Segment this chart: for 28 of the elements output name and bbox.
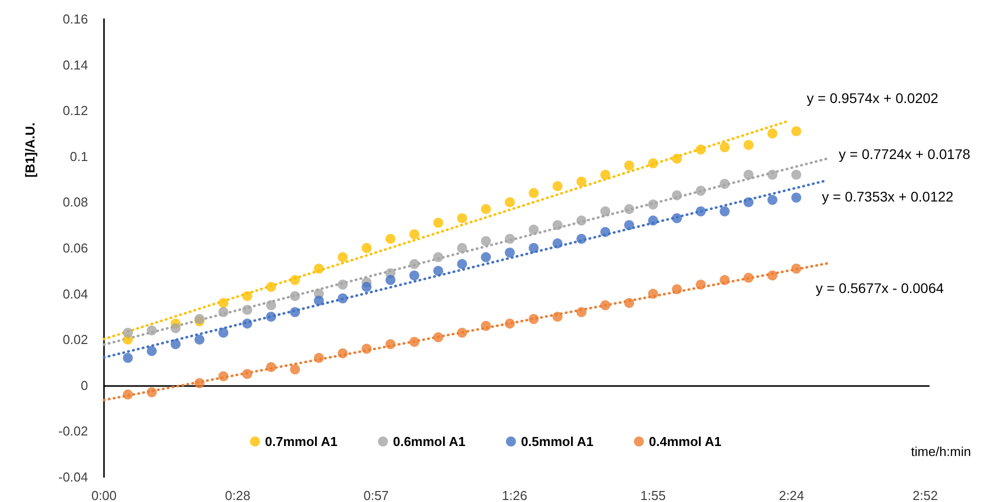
x-tick-label: 1:55 [640, 488, 666, 502]
x-tick-label: 1:26 [502, 488, 528, 502]
x-tick-label: 2:24 [778, 488, 804, 502]
y-tick-label: 0.04 [62, 286, 88, 302]
series-label: y = 0.9574x + 0.0202 [806, 90, 939, 106]
y-tick-label: 0.08 [62, 194, 88, 210]
legend-label: 0.4mmol A1 [648, 434, 722, 449]
y-tick-label: 0 [80, 378, 88, 393]
x-tick-label: 2:52 [912, 488, 938, 502]
legend-label: 0.6mmol A1 [392, 434, 466, 449]
y-tick-label: 0.14 [62, 57, 88, 72]
y-tick-label: 0.16 [62, 12, 88, 26]
series-label: y = 0.7353x + 0.0122 [822, 188, 954, 205]
x-axis-title: time/h:min [911, 444, 972, 459]
x-tick-label: 0:00 [91, 488, 117, 502]
legend-label: 0.7mmol A1 [265, 434, 338, 449]
series-label: y = 0.7724x + 0.0178 [838, 146, 971, 162]
y-tick-label: 0.12 [62, 103, 88, 118]
legend-label: 0.5mmol A1 [520, 434, 594, 449]
x-tick-label: 0:28 [225, 488, 250, 502]
series-label: y = 0.5677x - 0.0064 [816, 280, 944, 296]
y-tick-label: -0.02 [58, 424, 88, 439]
x-tick-label: 0:57 [363, 488, 389, 502]
y-tick-label: 0.02 [62, 332, 88, 348]
y-tick-label: -0.04 [58, 470, 88, 484]
y-axis-title: [B1]/A.U. [22, 122, 38, 178]
y-tick-label: 0.1 [70, 148, 88, 164]
y-tick-label: 0.06 [62, 240, 88, 256]
